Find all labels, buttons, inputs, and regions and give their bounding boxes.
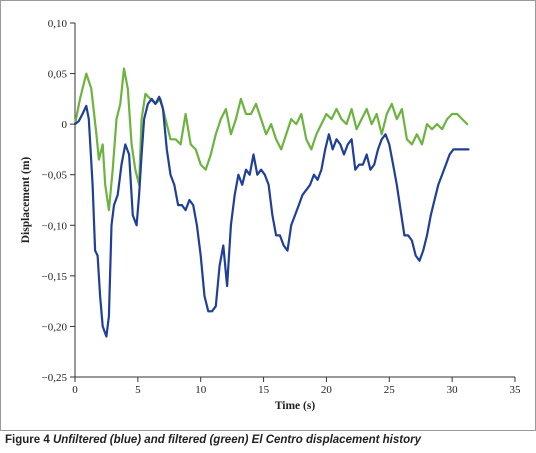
- x-tick-label: 20: [321, 384, 333, 396]
- series-line-1: [73, 67, 469, 212]
- figure-label: Figure 4: [5, 434, 50, 446]
- y-tick-label: −0,10: [42, 220, 68, 232]
- x-axis-title: Time (s): [275, 400, 316, 412]
- y-tick-label: 0: [62, 119, 68, 131]
- y-tick-label: 0,05: [48, 69, 68, 81]
- y-tick-label: 0,10: [48, 18, 68, 30]
- figure-caption: Figure 4 Unfiltered (blue) and filtered …: [5, 434, 421, 446]
- series-line-2: [73, 95, 470, 338]
- figure-caption-text: Unfiltered (blue) and filtered (green) E…: [52, 434, 421, 446]
- x-axis-ticks: 0 5 10 15 20 25 30 35: [72, 377, 521, 396]
- y-tick-label: −0,20: [42, 321, 68, 333]
- y-axis-title: Displacement (m): [20, 157, 32, 244]
- x-tick-label: 10: [195, 384, 207, 396]
- y-tick-label: −0,25: [42, 372, 68, 384]
- displacement-chart: 0,10 0,05 0 −0,05 −0,10 −0,15 −0,20 −0,25 0 5 10 1…: [20, 18, 521, 412]
- x-tick-label: 5: [135, 384, 141, 396]
- y-tick-label: −0,05: [42, 170, 68, 182]
- series-layer: [73, 67, 470, 338]
- x-tick-label: 30: [447, 384, 459, 396]
- y-axis-ticks: 0,10 0,05 0 −0,05 −0,10 −0,15 −0,20 −0,25: [42, 18, 75, 384]
- x-tick-label: 15: [258, 384, 270, 396]
- x-tick-label: 0: [72, 384, 78, 396]
- figure-frame: 0,10 0,05 0 −0,05 −0,10 −0,15 −0,20 −0,25 0 5 10 1…: [0, 0, 536, 431]
- axes: [74, 23, 515, 378]
- x-tick-label: 25: [384, 384, 396, 396]
- y-tick-label: −0,15: [42, 271, 68, 283]
- x-tick-label: 35: [510, 384, 522, 396]
